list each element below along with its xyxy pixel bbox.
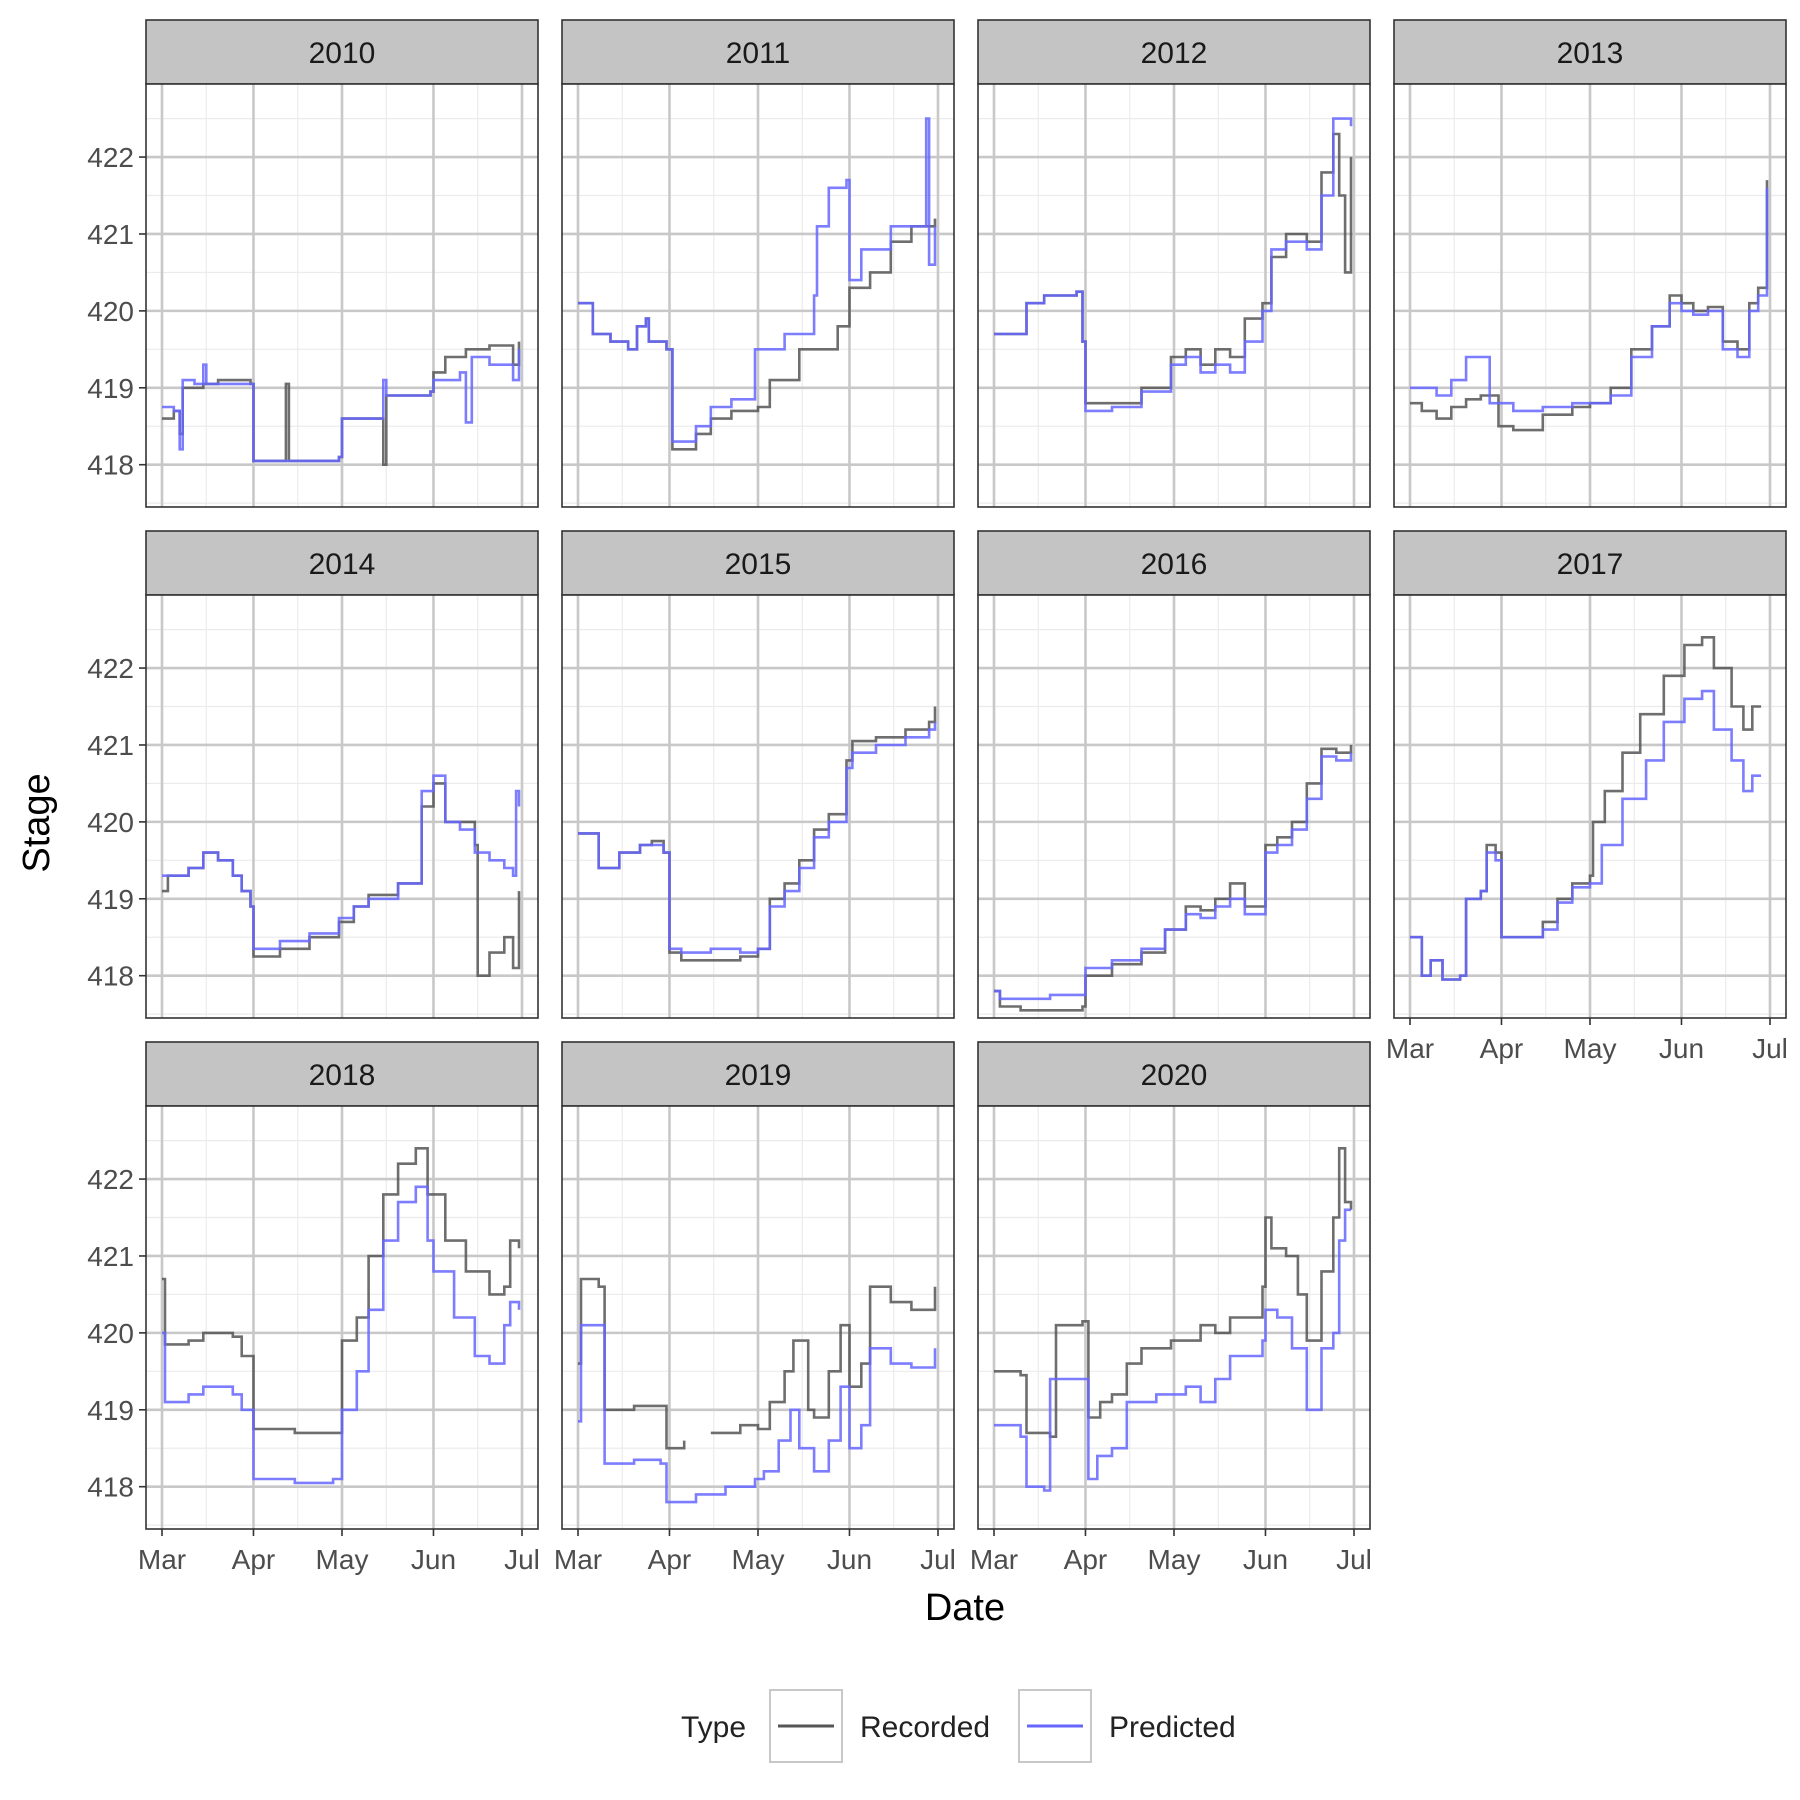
y-tick-label: 420 bbox=[87, 1318, 134, 1349]
y-tick-label: 419 bbox=[87, 1395, 134, 1426]
y-tick-label: 419 bbox=[87, 884, 134, 915]
y-tick-label: 419 bbox=[87, 373, 134, 404]
facet-strip bbox=[561, 1041, 955, 1107]
series-line-predicted bbox=[578, 117, 937, 443]
facet-panel-2019: 2019 Mar Apr May Jun Jul bbox=[554, 1041, 956, 1575]
x-tick-label: Jul bbox=[1752, 1033, 1788, 1064]
legend-label-predicted: Predicted bbox=[1109, 1711, 1236, 1744]
facet-strip-label: 2015 bbox=[725, 548, 792, 581]
y-tick-label: 421 bbox=[87, 219, 134, 250]
x-tick-label: May bbox=[732, 1544, 785, 1575]
x-tick-label: May bbox=[316, 1544, 369, 1575]
x-tick-label: May bbox=[1564, 1033, 1617, 1064]
y-tick-label: 421 bbox=[87, 730, 134, 761]
facet-strip-label: 2016 bbox=[1141, 548, 1208, 581]
y-tick-label: 422 bbox=[87, 142, 134, 173]
facet-strip bbox=[145, 19, 539, 85]
series-line-predicted bbox=[162, 1185, 521, 1485]
x-tick-label: Apr bbox=[648, 1544, 692, 1575]
series-line-recorded bbox=[994, 1147, 1353, 1438]
x-tick-label: Apr bbox=[232, 1544, 276, 1575]
facet-strip-label: 2011 bbox=[726, 37, 791, 70]
panel-border bbox=[145, 594, 539, 1019]
x-tick-label: May bbox=[1148, 1544, 1201, 1575]
panel-border bbox=[561, 594, 955, 1019]
x-tick-label: Jul bbox=[920, 1544, 956, 1575]
y-tick-label: 422 bbox=[87, 1164, 134, 1195]
x-tick-label: Jul bbox=[504, 1544, 540, 1575]
panel-border bbox=[977, 594, 1371, 1019]
facet-strip-label: 2017 bbox=[1557, 548, 1624, 581]
facet-strip-label: 2019 bbox=[725, 1059, 792, 1092]
x-tick-label: Apr bbox=[1064, 1544, 1108, 1575]
x-tick-label: Mar bbox=[1386, 1033, 1434, 1064]
series-line-recorded bbox=[710, 1285, 937, 1435]
facet-panel-2014: 2014 418 419 420 421 422 bbox=[87, 530, 539, 1019]
series-line-predicted bbox=[994, 752, 1353, 1001]
facet-strip bbox=[1393, 19, 1787, 85]
legend-title: Type bbox=[681, 1711, 746, 1744]
facet-strip bbox=[145, 1041, 539, 1107]
facet-strip bbox=[977, 530, 1371, 596]
x-tick-label: Jun bbox=[1659, 1033, 1704, 1064]
facet-panel-2013: 2013 bbox=[1393, 19, 1787, 508]
facet-panel-2016: 2016 bbox=[977, 530, 1371, 1019]
legend: Type Recorded Predicted bbox=[681, 1689, 1236, 1763]
series-line-predicted bbox=[994, 117, 1353, 413]
series-line-predicted bbox=[162, 349, 521, 463]
facet-strip-label: 2018 bbox=[309, 1059, 376, 1092]
facet-strip-label: 2013 bbox=[1557, 37, 1624, 70]
series-line-predicted bbox=[994, 1208, 1351, 1492]
y-tick-label: 418 bbox=[87, 961, 134, 992]
panel-border bbox=[561, 83, 955, 508]
series-line-predicted bbox=[578, 1323, 937, 1504]
facet-strip-label: 2012 bbox=[1141, 37, 1208, 70]
y-tick-label: 418 bbox=[87, 1472, 134, 1503]
facet-panel-2010: 2010 418 419 420 421 422 bbox=[87, 19, 539, 508]
panel-border bbox=[1393, 83, 1787, 508]
facet-strip bbox=[977, 19, 1371, 85]
facet-panel-2015: 2015 bbox=[561, 530, 955, 1019]
series-line-predicted bbox=[1410, 689, 1762, 981]
series-line-predicted bbox=[1410, 187, 1769, 413]
series-line-recorded bbox=[162, 1147, 521, 1435]
series-line-recorded bbox=[578, 1277, 686, 1450]
panel-border bbox=[145, 83, 539, 508]
y-tick-label: 421 bbox=[87, 1241, 134, 1272]
y-tick-label: 418 bbox=[87, 450, 134, 481]
facet-strip-label: 2020 bbox=[1141, 1059, 1208, 1092]
facet-strip-label: 2014 bbox=[309, 548, 376, 581]
facet-strip bbox=[1393, 530, 1787, 596]
facet-strip-label: 2010 bbox=[309, 37, 376, 70]
facet-strip bbox=[977, 1041, 1371, 1107]
x-tick-label: Jun bbox=[1243, 1544, 1288, 1575]
y-tick-label: 420 bbox=[87, 807, 134, 838]
x-tick-label: Mar bbox=[554, 1544, 602, 1575]
facet-strip bbox=[561, 19, 955, 85]
facet-panels: 2010 418 419 420 421 422 2011 2012 2013 2014 418 41… bbox=[87, 19, 1788, 1575]
facet-panel-2018: 2018 418 419 420 421 422 Mar Apr May Jun Jul bbox=[87, 1041, 540, 1575]
facet-panel-2017: 2017 Mar Apr May Jun Jul bbox=[1386, 530, 1788, 1064]
facet-panel-2020: 2020 Mar Apr May Jun Jul bbox=[970, 1041, 1372, 1575]
x-tick-label: Jul bbox=[1336, 1544, 1372, 1575]
x-tick-label: Apr bbox=[1480, 1033, 1524, 1064]
series-line-recorded bbox=[1410, 180, 1769, 432]
series-line-predicted bbox=[578, 721, 937, 954]
x-axis-title: Date bbox=[925, 1587, 1005, 1629]
x-tick-label: Mar bbox=[138, 1544, 186, 1575]
legend-label-recorded: Recorded bbox=[860, 1711, 990, 1744]
facet-panel-2011: 2011 bbox=[561, 19, 955, 508]
y-tick-label: 422 bbox=[87, 653, 134, 684]
y-axis-title: Stage bbox=[16, 773, 58, 872]
panel-border bbox=[977, 83, 1371, 508]
x-tick-label: Jun bbox=[411, 1544, 456, 1575]
x-tick-label: Jun bbox=[827, 1544, 872, 1575]
x-tick-label: Mar bbox=[970, 1544, 1018, 1575]
y-tick-label: 420 bbox=[87, 296, 134, 327]
series-line-predicted bbox=[162, 774, 521, 951]
facet-panel-2012: 2012 bbox=[977, 19, 1371, 508]
facet-strip bbox=[145, 530, 539, 596]
